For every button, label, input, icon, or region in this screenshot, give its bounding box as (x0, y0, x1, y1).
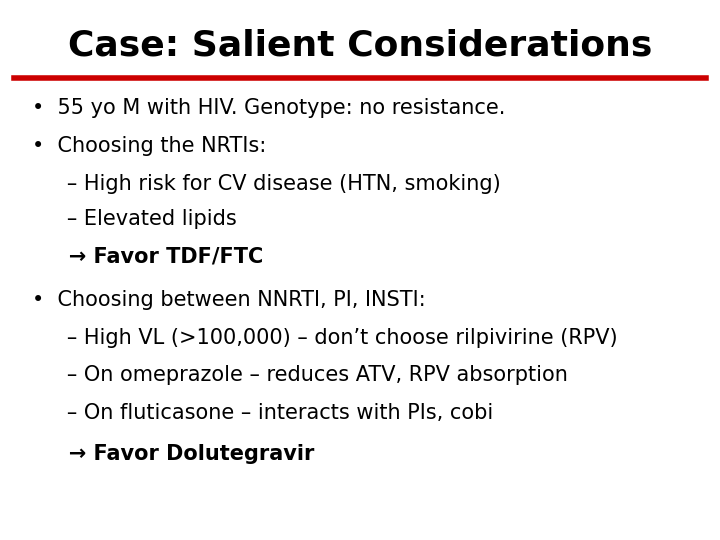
Text: Case: Salient Considerations: Case: Salient Considerations (68, 29, 652, 63)
Text: → Favor Dolutegravir: → Favor Dolutegravir (47, 443, 314, 464)
Text: – On omeprazole – reduces ATV, RPV absorption: – On omeprazole – reduces ATV, RPV absor… (47, 365, 567, 386)
Text: – On fluticasone – interacts with PIs, cobi: – On fluticasone – interacts with PIs, c… (47, 403, 493, 423)
Text: – High risk for CV disease (HTN, smoking): – High risk for CV disease (HTN, smoking… (47, 173, 500, 194)
Text: •  Choosing between NNRTI, PI, INSTI:: • Choosing between NNRTI, PI, INSTI: (32, 289, 426, 310)
Text: •  Choosing the NRTIs:: • Choosing the NRTIs: (32, 136, 266, 156)
Text: – High VL (>100,000) – don’t choose rilpivirine (RPV): – High VL (>100,000) – don’t choose rilp… (47, 327, 618, 348)
Text: •  55 yo M with HIV. Genotype: no resistance.: • 55 yo M with HIV. Genotype: no resista… (32, 98, 505, 118)
Text: – Elevated lipids: – Elevated lipids (47, 208, 237, 229)
Text: → Favor TDF/FTC: → Favor TDF/FTC (47, 246, 263, 267)
